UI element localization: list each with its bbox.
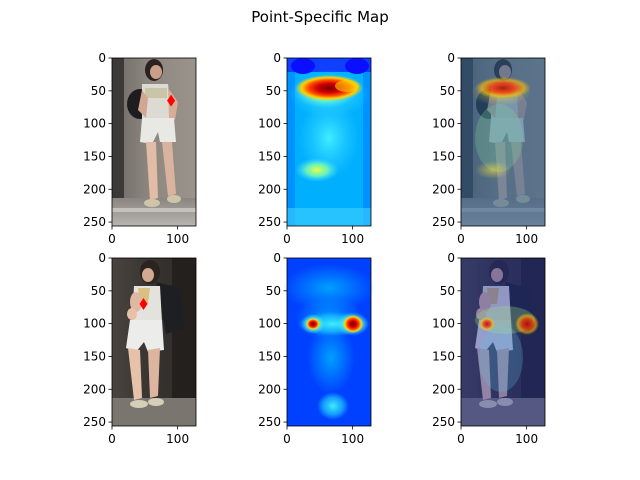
y-tick-label: 150 <box>258 149 281 163</box>
x-tick-label: 0 <box>457 432 465 446</box>
y-tick-label: 200 <box>83 382 106 396</box>
y-tick-label: 200 <box>432 382 455 396</box>
y-tick-label: 200 <box>432 182 455 196</box>
y-tick-label: 0 <box>98 51 106 65</box>
y-tick-label: 200 <box>258 382 281 396</box>
y-tick-label: 250 <box>83 415 106 429</box>
query-point-marker <box>139 297 148 310</box>
x-tick-label: 0 <box>457 232 465 246</box>
figure-title: Point-Specific Map <box>251 8 388 26</box>
y-tick-label: 50 <box>266 84 281 98</box>
photo-image <box>112 58 196 226</box>
y-tick-label: 100 <box>432 117 455 131</box>
heatmap-image <box>283 258 375 426</box>
photo-image <box>112 258 196 426</box>
y-tick-label: 0 <box>273 51 281 65</box>
axes-frame <box>460 57 546 227</box>
y-tick-label: 250 <box>258 215 281 229</box>
y-tick-label: 150 <box>83 149 106 163</box>
y-tick-label: 100 <box>432 317 455 331</box>
y-tick-label: 200 <box>83 182 106 196</box>
y-tick-label: 0 <box>447 51 455 65</box>
x-tick-label: 0 <box>283 232 291 246</box>
overlay-image <box>461 58 545 226</box>
y-tick-label: 150 <box>432 349 455 363</box>
y-tick-label: 50 <box>440 84 455 98</box>
y-tick-label: 50 <box>91 84 106 98</box>
y-tick-label: 50 <box>440 284 455 298</box>
y-tick-label: 100 <box>258 117 281 131</box>
y-tick-label: 100 <box>83 317 106 331</box>
x-tick-label: 0 <box>283 432 291 446</box>
x-tick-label: 100 <box>341 232 364 246</box>
y-tick-label: 250 <box>83 215 106 229</box>
axes-frame <box>286 57 372 227</box>
axes-frame <box>111 57 197 227</box>
query-point-marker <box>167 94 176 107</box>
y-tick-label: 0 <box>273 251 281 265</box>
y-tick-label: 150 <box>83 349 106 363</box>
axes-frame <box>286 257 372 427</box>
x-tick-label: 100 <box>515 232 538 246</box>
axes-frame <box>460 257 546 427</box>
x-tick-label: 0 <box>108 432 116 446</box>
y-tick-label: 50 <box>91 284 106 298</box>
y-tick-label: 0 <box>98 251 106 265</box>
y-tick-label: 100 <box>83 117 106 131</box>
x-tick-label: 100 <box>515 432 538 446</box>
x-tick-label: 100 <box>341 432 364 446</box>
x-tick-label: 0 <box>108 232 116 246</box>
y-tick-label: 150 <box>258 349 281 363</box>
overlay-image <box>461 258 545 426</box>
y-tick-label: 150 <box>432 149 455 163</box>
y-tick-label: 50 <box>266 284 281 298</box>
x-tick-label: 100 <box>166 432 189 446</box>
y-tick-label: 250 <box>258 415 281 429</box>
x-tick-label: 100 <box>166 232 189 246</box>
y-tick-label: 200 <box>258 182 281 196</box>
y-tick-label: 250 <box>432 215 455 229</box>
y-tick-label: 250 <box>432 415 455 429</box>
y-tick-label: 100 <box>258 317 281 331</box>
y-tick-label: 0 <box>447 251 455 265</box>
heatmap-image <box>287 58 371 226</box>
axes-frame <box>111 257 197 427</box>
